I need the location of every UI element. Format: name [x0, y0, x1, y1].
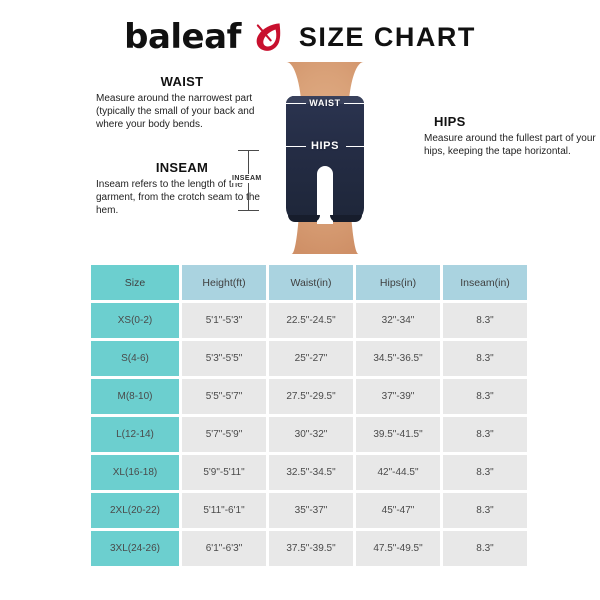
waist-overlay-label: WAIST — [309, 98, 341, 108]
column-header-waist: Waist(in) — [269, 265, 353, 300]
cell-hips: 42"-44.5" — [356, 455, 440, 490]
table-row: M(8-10) 5'5"-5'7" 27.5"-29.5" 37"-39" 8.… — [91, 379, 527, 414]
cell-height: 5'3"-5'5" — [182, 341, 266, 376]
column-header-size: Size — [91, 265, 179, 300]
measurement-illustration: WAIST Measure around the narrowest part … — [0, 62, 600, 254]
cell-hips: 45"-47" — [356, 493, 440, 528]
column-header-height: Height(ft) — [182, 265, 266, 300]
cell-hips: 37"-39" — [356, 379, 440, 414]
cell-height: 5'1"-5'3" — [182, 303, 266, 338]
cell-inseam: 8.3" — [443, 455, 527, 490]
cell-waist: 22.5"-24.5" — [269, 303, 353, 338]
model-photo: WAIST HIPS — [266, 62, 384, 254]
column-header-hips: Hips(in) — [356, 265, 440, 300]
callout-waist: WAIST Measure around the narrowest part … — [96, 74, 268, 131]
cell-inseam: 8.3" — [443, 493, 527, 528]
hips-overlay-label: HIPS — [310, 140, 340, 152]
cell-inseam: 8.3" — [443, 531, 527, 566]
cell-hips: 32"-34" — [356, 303, 440, 338]
cell-size: L(12-14) — [91, 417, 179, 452]
callout-waist-title: WAIST — [160, 74, 204, 89]
model-background-left — [266, 62, 282, 254]
cell-size: S(4-6) — [91, 341, 179, 376]
inseam-bracket-label: INSEAM — [231, 174, 263, 183]
cell-waist: 27.5"-29.5" — [269, 379, 353, 414]
shorts-inner-leg-gap — [317, 166, 333, 224]
table-row: S(4-6) 5'3"-5'5" 25"-27" 34.5"-36.5" 8.3… — [91, 341, 527, 376]
cell-height: 5'5"-5'7" — [182, 379, 266, 414]
cell-size: 2XL(20-22) — [91, 493, 179, 528]
cell-size: 3XL(24-26) — [91, 531, 179, 566]
cell-size: M(8-10) — [91, 379, 179, 414]
cell-inseam: 8.3" — [443, 303, 527, 338]
cell-hips: 34.5"-36.5" — [356, 341, 440, 376]
cell-inseam: 8.3" — [443, 341, 527, 376]
table-row: 3XL(24-26) 6'1"-6'3" 37.5"-39.5" 47.5"-4… — [91, 531, 527, 566]
page-title: SIZE CHART — [298, 21, 476, 52]
cell-waist: 25"-27" — [269, 341, 353, 376]
table-row: L(12-14) 5'7"-5'9" 30"-32" 39.5"-41.5" 8… — [91, 417, 527, 452]
waist-line-left — [284, 103, 306, 104]
hips-line-right — [346, 146, 378, 147]
cell-waist: 32.5"-34.5" — [269, 455, 353, 490]
callout-inseam: INSEAM Inseam refers to the length of th… — [96, 160, 268, 217]
shorts-waistband — [286, 96, 364, 104]
hips-line-left — [274, 146, 306, 147]
callout-waist-body: Measure around the narrowest part (typic… — [96, 93, 255, 130]
leaf-flame-logo-icon — [251, 20, 285, 54]
cell-inseam: 8.3" — [443, 379, 527, 414]
size-chart-table: Size Height(ft) Waist(in) Hips(in) Insea… — [88, 262, 530, 569]
table-row: XS(0-2) 5'1"-5'3" 22.5"-24.5" 32"-34" 8.… — [91, 303, 527, 338]
cell-hips: 47.5"-49.5" — [356, 531, 440, 566]
table-row: 2XL(20-22) 5'11"-6'1" 35"-37" 45"-47" 8.… — [91, 493, 527, 528]
cell-waist: 35"-37" — [269, 493, 353, 528]
table-row: XL(16-18) 5'9"-5'11" 32.5"-34.5" 42"-44.… — [91, 455, 527, 490]
callout-hips: HIPS Measure around the fullest part of … — [424, 114, 596, 158]
cell-height: 5'11"-6'1" — [182, 493, 266, 528]
cell-height: 6'1"-6'3" — [182, 531, 266, 566]
biker-shorts-garment — [286, 96, 364, 224]
callout-hips-title: HIPS — [434, 114, 466, 129]
cell-inseam: 8.3" — [443, 417, 527, 452]
column-header-inseam: Inseam(in) — [443, 265, 527, 300]
shorts-hem-right — [330, 215, 362, 222]
cell-size: XS(0-2) — [91, 303, 179, 338]
callout-inseam-body: Inseam refers to the length of the garme… — [96, 179, 260, 216]
waist-line-right — [344, 103, 366, 104]
size-chart-header-row: Size Height(ft) Waist(in) Hips(in) Insea… — [91, 265, 527, 300]
cell-size: XL(16-18) — [91, 455, 179, 490]
cell-hips: 39.5"-41.5" — [356, 417, 440, 452]
page-header: baleaf SIZE CHART — [0, 0, 600, 62]
cell-waist: 37.5"-39.5" — [269, 531, 353, 566]
table-header-row: Size Height(ft) Waist(in) Hips(in) Insea… — [91, 265, 527, 300]
callout-inseam-title: INSEAM — [155, 160, 209, 175]
inseam-bracket-bottom-cap — [238, 210, 259, 211]
size-chart-body: XS(0-2) 5'1"-5'3" 22.5"-24.5" 32"-34" 8.… — [91, 303, 527, 566]
callout-hips-body: Measure around the fullest part of your … — [424, 133, 596, 157]
model-background-right — [368, 62, 384, 254]
cell-height: 5'9"-5'11" — [182, 455, 266, 490]
cell-waist: 30"-32" — [269, 417, 353, 452]
waist-tick-right — [366, 99, 367, 108]
shorts-hem-left — [288, 215, 320, 222]
cell-height: 5'7"-5'9" — [182, 417, 266, 452]
brand-wordmark: baleaf — [124, 17, 241, 57]
